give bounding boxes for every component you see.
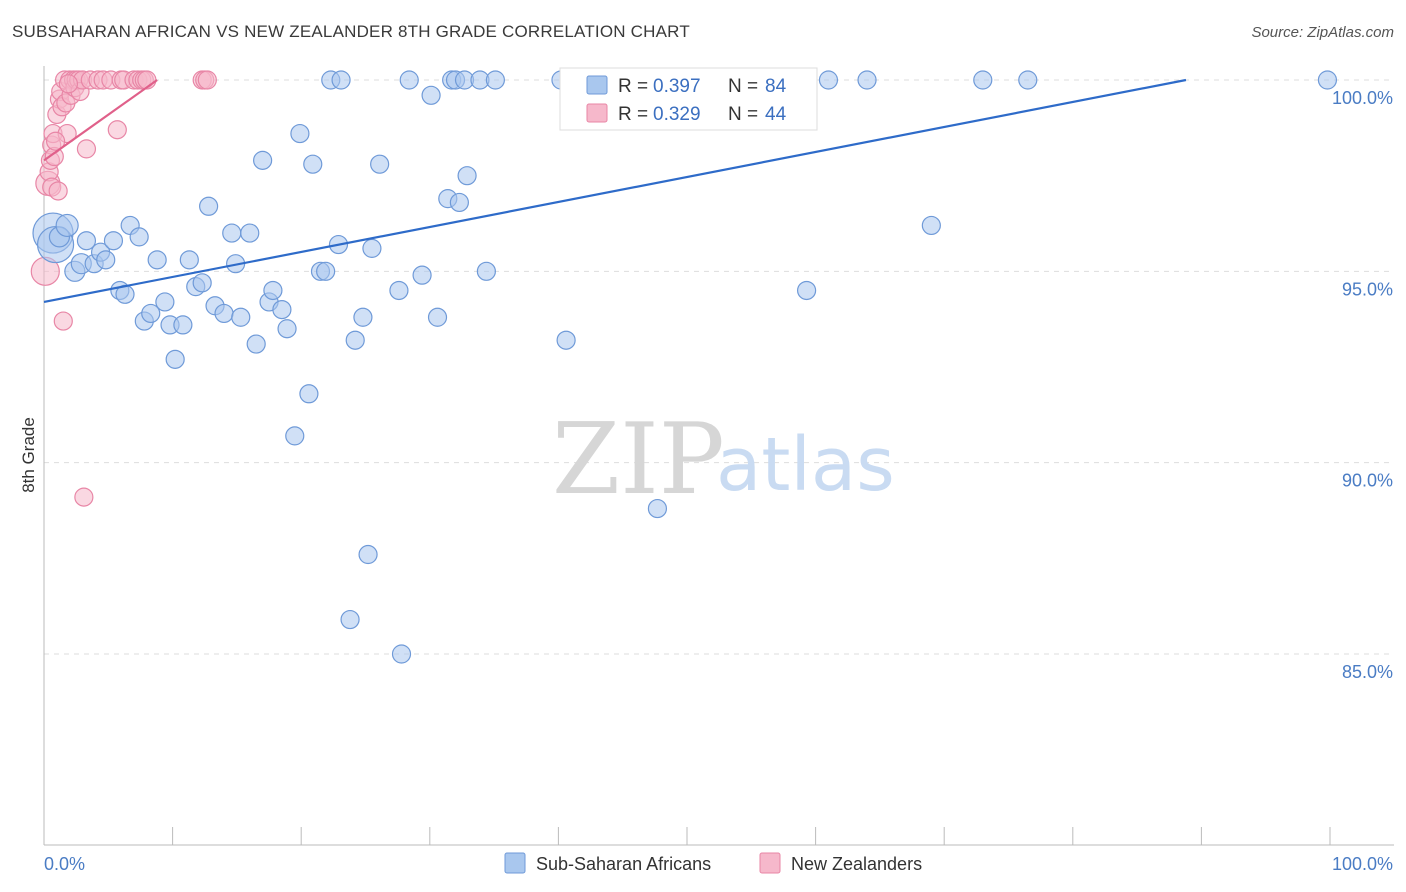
point-blue-69: [556, 330, 576, 350]
legend-top-n-label-pink: N =: [728, 104, 758, 125]
point-blue-41: [303, 154, 323, 174]
trend-line-sub-saharan-africans: [43, 78, 1187, 304]
legend-top-n-value-blue: 84: [765, 76, 787, 97]
legend-top-n-value-pink: 44: [765, 104, 787, 125]
legend-top-r-label-pink: R =: [618, 104, 648, 125]
y-tick-label-3: 85.0%: [1342, 662, 1393, 682]
point-blue-57: [421, 85, 441, 105]
grid-lines: [44, 79, 1394, 655]
point-blue-48: [345, 330, 365, 350]
y-tick-labels: 100.0% 95.0% 90.0% 85.0%: [1332, 88, 1393, 682]
legend-top-r-value-blue: 0.397: [653, 76, 701, 97]
point-blue-81: [1317, 70, 1338, 90]
legend-top-swatch-blue: [586, 75, 608, 95]
point-blue-52: [370, 154, 390, 174]
legend-top-n-label-blue: N =: [728, 76, 758, 97]
point-pink-13: [53, 311, 73, 331]
point-blue-51: [362, 238, 382, 258]
point-blue-9: [96, 250, 116, 270]
legend-label-new-zealanders: New Zealanders: [791, 854, 922, 874]
point-blue-55: [399, 70, 419, 90]
y-tick-label-0: 100.0%: [1332, 88, 1393, 108]
axes: [43, 66, 1394, 846]
point-blue-49: [353, 307, 373, 327]
point-blue-17: [147, 250, 167, 270]
point-pink-41: [197, 70, 217, 90]
point-blue-28: [222, 223, 242, 243]
point-blue-35: [263, 280, 283, 301]
point-blue-66: [476, 261, 496, 281]
legend-top-swatch-pink: [586, 103, 608, 123]
chart-title: SUBSAHARAN AFRICAN VS NEW ZEALANDER 8TH …: [12, 22, 690, 41]
point-blue-31: [240, 223, 260, 243]
point-blue-76: [818, 70, 839, 90]
point-blue-75: [796, 280, 817, 301]
point-blue-79: [973, 70, 993, 90]
point-blue-47: [340, 609, 360, 630]
x-tick-label-1: 100.0%: [1332, 854, 1393, 874]
watermark-zip: ZIP: [552, 403, 725, 517]
point-blue-20: [165, 349, 185, 369]
point-blue-22: [179, 250, 199, 270]
trend-lines: [43, 78, 1187, 304]
y-tick-label-2: 90.0%: [1342, 471, 1393, 491]
point-blue-14: [129, 227, 149, 247]
point-blue-24: [192, 273, 212, 293]
point-blue-25: [199, 196, 219, 216]
point-pink-9: [48, 181, 68, 201]
watermark: ZIP atlas: [552, 403, 895, 517]
point-blue-62: [449, 192, 469, 213]
point-pink-43: [58, 74, 79, 94]
point-blue-54: [391, 644, 412, 664]
point-blue-16: [141, 303, 161, 324]
series-sub-saharan-africans: [32, 70, 1338, 664]
point-pink-26: [76, 139, 97, 159]
y-tick-label-1: 95.0%: [1342, 279, 1393, 299]
point-blue-78: [921, 215, 941, 236]
point-blue-40: [299, 384, 319, 404]
point-blue-36: [272, 300, 292, 320]
point-blue-30: [231, 307, 251, 327]
legend-top-r-label-blue: R =: [618, 76, 648, 97]
point-blue-10: [103, 231, 124, 251]
y-axis-label: 8th Grade: [19, 417, 38, 493]
point-blue-58: [427, 307, 448, 327]
point-blue-38: [285, 426, 305, 446]
point-blue-50: [358, 544, 378, 565]
point-blue-37: [277, 319, 297, 339]
x-tick-labels: 0.0% 100.0%: [44, 854, 1393, 874]
legend-top-r-value-pink: 0.329: [653, 104, 701, 125]
point-blue-46: [331, 70, 351, 90]
point-blue-43: [316, 261, 336, 281]
point-blue-77: [857, 70, 877, 90]
point-pink-42: [45, 131, 66, 151]
point-blue-56: [412, 265, 432, 285]
point-blue-67: [485, 70, 505, 90]
legend-swatch-sub-saharan-africans: [504, 852, 526, 874]
point-blue-3: [55, 213, 79, 238]
point-blue-53: [389, 280, 409, 301]
point-blue-6: [76, 231, 97, 251]
legend-label-sub-saharan-africans: Sub-Saharan Africans: [536, 854, 711, 874]
point-pink-25: [74, 487, 94, 507]
legend-swatch-new-zealanders: [759, 852, 781, 874]
point-blue-39: [290, 123, 310, 144]
point-blue-64: [457, 166, 477, 186]
point-blue-18: [155, 292, 175, 312]
point-pink-31: [107, 120, 127, 140]
legend-top: R = 0.397 N = 84 R = 0.329 N = 44: [559, 67, 818, 131]
source-credit: Source: ZipAtlas.com: [1251, 24, 1394, 41]
point-blue-33: [253, 150, 273, 170]
watermark-atlas: atlas: [716, 422, 895, 508]
point-blue-32: [246, 334, 266, 354]
point-blue-27: [214, 303, 234, 324]
point-blue-21: [173, 315, 193, 335]
point-blue-73: [647, 498, 668, 519]
trend-line-new-zealanders: [43, 79, 158, 162]
legend-bottom: Sub-Saharan Africans New Zealanders: [504, 852, 922, 874]
x-tick-label-0: 0.0%: [44, 854, 85, 874]
point-blue-80: [1018, 70, 1038, 90]
